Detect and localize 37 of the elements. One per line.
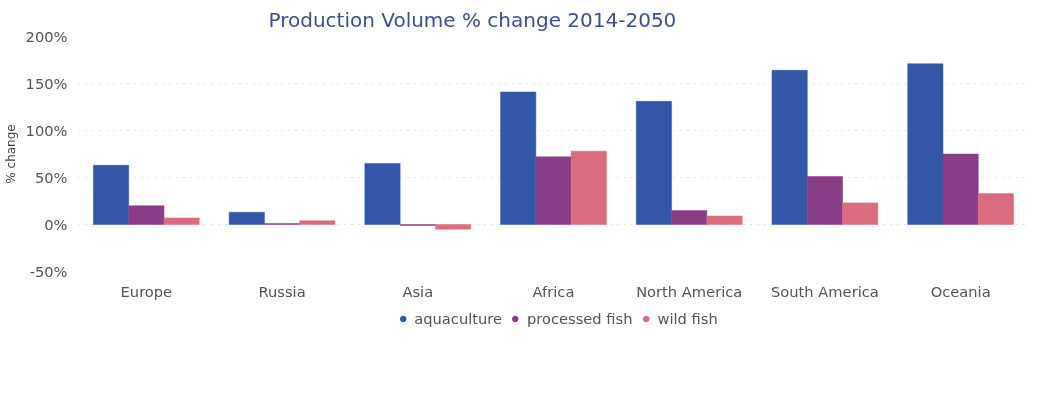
y-tick-label: -50%: [29, 263, 68, 280]
bar: [771, 70, 808, 225]
bar: [500, 91, 537, 225]
x-tick-label: Africa: [532, 282, 575, 300]
bar: [535, 156, 572, 225]
legend-label: aquaculture: [414, 309, 503, 327]
y-axis-title: % change: [3, 124, 18, 184]
x-tick-label: South America: [771, 282, 879, 300]
bar: [163, 217, 200, 225]
bar: [128, 205, 165, 225]
x-tick-label: Asia: [402, 282, 434, 300]
y-tick-label: 100%: [25, 122, 68, 139]
bar: [636, 101, 672, 225]
bar: [942, 153, 979, 225]
legend-label: wild fish: [657, 309, 718, 327]
bar: [570, 150, 607, 225]
bar: [671, 210, 708, 225]
x-tick-label: Oceania: [930, 282, 991, 300]
x-tick-label: Russia: [258, 282, 306, 300]
bar: [364, 163, 401, 225]
y-tick-label: 50%: [34, 169, 68, 186]
x-tick-label: Europe: [120, 282, 173, 300]
bar: [299, 220, 336, 225]
chart-title: Production Volume % change 2014-2050: [268, 7, 677, 32]
bar: [435, 224, 471, 230]
bar: [228, 212, 265, 225]
legend-label: processed fish: [527, 309, 633, 327]
x-tick-label: North America: [636, 282, 743, 300]
bar: [93, 165, 129, 225]
bar: [978, 193, 1014, 225]
y-tick-label: 200%: [25, 28, 68, 45]
y-tick-label: 150%: [25, 75, 68, 92]
y-tick-label: 0%: [44, 216, 68, 233]
bar: [842, 202, 879, 225]
bar: [706, 215, 743, 225]
bar: [907, 63, 944, 225]
bar: [807, 176, 843, 225]
